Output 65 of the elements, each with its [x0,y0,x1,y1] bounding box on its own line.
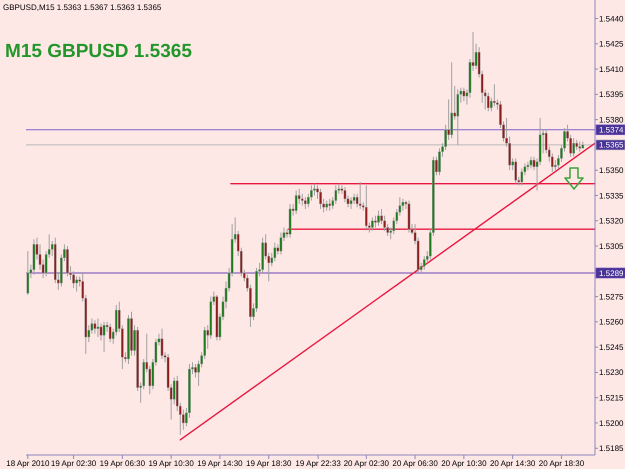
candlestick [572,138,575,158]
candlestick [294,190,298,215]
ref-line-label: 1.5289 [599,268,624,278]
candlestick [575,139,578,150]
x-tick-label: 19 Apr 02:30 [50,459,97,468]
candlestick [456,88,460,146]
candlestick [94,320,96,334]
y-tick-label: 1.5260 [599,318,624,327]
candlestick [578,141,582,152]
candlestick [365,184,368,230]
y-tick-label: 1.5380 [599,115,624,124]
y-tick-label: 1.5410 [599,64,624,74]
y-tick-label: 1.5395 [599,90,624,100]
candlestick [194,364,197,378]
candlestick [102,321,106,353]
candlestick [358,182,362,210]
ref-line-label: 1.5374 [599,126,624,135]
candlestick [462,87,466,102]
candlestick [96,318,100,338]
candlestick [325,200,328,212]
candlestick [377,210,380,226]
y-tick-label: 1.5275 [599,292,624,302]
candlestick [72,270,75,289]
y-tick-label: 1.5230 [599,368,624,378]
candlestick [75,276,78,292]
candlestick [26,250,30,296]
x-tick-label: 19 Apr 10:30 [148,459,194,468]
x-tick-label: 19 Apr 22:33 [295,459,342,468]
candlestick [319,188,322,210]
chart-subtitle: GBPUSD,M15 1.5363 1.5367 1.5363 1.5365 [3,3,162,12]
y-tick-label: 1.5245 [599,342,624,352]
y-tick-label: 1.5185 [599,444,624,454]
y-tick-label: 1.5200 [599,418,624,428]
candlestick [514,158,518,184]
candlestick [450,62,453,139]
candlestick [350,196,352,210]
candlestick [328,198,332,212]
candlestick [493,84,496,107]
candlestick [66,246,69,277]
x-tick-label: 20 Apr 02:30 [344,459,390,468]
y-tick-label: 1.5320 [599,216,624,226]
x-tick-label: 20 Apr 18:30 [538,459,585,468]
candlestick [160,328,164,360]
y-tick-label: 1.5215 [599,394,624,403]
candlestick [304,196,307,210]
candlestick [371,216,374,232]
x-tick-label: 19 Apr 18:30 [246,459,292,468]
y-tick-label: 1.5425 [599,40,624,49]
y-tick-label: 1.5350 [599,166,624,176]
candlestick [486,92,490,112]
candlestick [402,198,404,212]
x-tick-label: 20 Apr 10:30 [441,459,488,468]
y-tick-label: 1.5440 [599,14,624,24]
x-tick-label: 20 Apr 06:30 [392,459,438,468]
candlestick [108,323,112,343]
x-tick-label: 18 Apr 2010 [6,459,50,468]
ref-line-label: 1.5365 [599,140,624,150]
text: M15 GBPUSD 1.5365 [5,41,192,62]
y-tick-label: 1.5305 [599,242,624,251]
x-tick-label: 20 Apr 14:30 [490,459,536,468]
candlestick [530,156,532,170]
x-tick-label: 19 Apr 14:30 [197,459,244,468]
y-tick-label: 1.5335 [599,191,624,200]
x-tick-label: 19 Apr 06:30 [100,459,146,468]
candlestick [374,215,377,228]
